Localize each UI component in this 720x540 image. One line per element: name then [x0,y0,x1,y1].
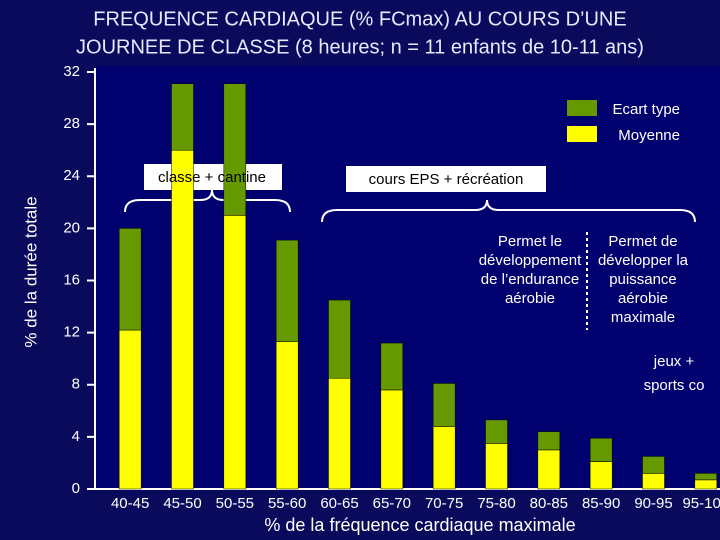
y-tick-label: 28 [63,115,80,132]
bar-segment [537,431,561,451]
annotation: jeux + sports co [644,353,705,394]
bar-segment [275,341,299,490]
legend-label: Ecart type [612,101,680,118]
x-tick-label: 95-100 [682,495,720,512]
annotation-box [632,346,720,398]
x-axis-label: % de la fréquence cardiaque maximale [264,515,575,535]
x-tick-label: 90-95 [634,495,672,512]
x-tick-label: 50-55 [216,495,254,512]
bar-segment [171,83,194,151]
bar-segment [642,473,665,490]
y-axis-label: % de la durée totale [21,196,40,347]
bar-segment [380,389,404,490]
y-tick-label: 12 [63,324,80,341]
chart-title: JOURNEE DE CLASSE (8 heures; n = 11 enfa… [76,36,644,58]
annotation-line: aérobie [618,290,668,307]
y-tick-label: 20 [63,219,80,236]
x-tick-label: 45-50 [163,495,201,512]
bar-segment [328,377,351,490]
annotation-line: classe + cantine [158,169,266,186]
annotation-line: cours EPS + récréation [369,171,524,188]
annotation: cours EPS + récréation [369,171,524,188]
y-tick-label: 16 [63,271,80,288]
x-tick-label: 70-75 [425,495,463,512]
y-tick-label: 4 [72,428,80,445]
bar-segment [485,419,508,444]
x-tick-label: 55-60 [268,495,306,512]
annotation: Permet le développement de l’endurance aéro… [479,233,582,307]
y-tick-label: 32 [63,63,80,80]
x-tick-label: 60-65 [320,495,358,512]
bar-segment [432,426,456,490]
annotation-box [346,166,546,192]
bar-segment [589,437,613,462]
bar-segment [118,228,142,331]
annotation-line: développer la [598,252,689,269]
annotation: classe + cantine [158,169,266,186]
annotation-line: sports co [644,377,705,394]
plot-area [95,66,720,490]
bar-segment [589,461,613,490]
chart-title: FREQUENCE CARDIAQUE (% FCmax) AU COURS D… [93,8,626,30]
annotation-line: maximale [611,309,675,326]
y-tick-label: 24 [63,167,80,184]
annotation-box [144,164,282,190]
bar-segment [642,456,665,474]
bar-segment [223,83,247,216]
y-tick-label: 0 [72,480,80,497]
annotation-line: Permet le [498,233,562,250]
bar-segment [432,383,456,427]
annotation: Permet de développer la puissance aérobie ma… [598,233,689,326]
annotation-line: jeux + [653,353,695,370]
x-tick-label: 40-45 [111,495,149,512]
x-tick-label: 65-70 [373,495,411,512]
legend-swatch [567,126,597,142]
bar-segment [328,299,351,379]
annotation-line: puissance [609,271,677,288]
bar-segment [380,342,404,391]
y-tick-label: 8 [72,376,80,393]
annotation-line: aérobie [505,290,555,307]
x-tick-label: 85-90 [582,495,620,512]
x-tick-label: 80-85 [530,495,568,512]
brace [321,199,696,223]
bar-segment [694,479,718,490]
bar-segment [171,149,194,490]
bar-segment [223,215,247,490]
annotation-line: Permet de [608,233,677,250]
bar-segment [118,329,142,490]
bar-segment [537,449,561,490]
bar-segment [485,443,508,490]
annotation-line: développement [479,252,582,269]
x-tick-label: 75-80 [477,495,515,512]
annotation-line: de l’endurance [481,271,579,288]
legend-swatch [567,100,597,116]
bar-segment [694,473,718,481]
legend-label: Moyenne [618,127,680,144]
bar-segment [275,239,299,342]
